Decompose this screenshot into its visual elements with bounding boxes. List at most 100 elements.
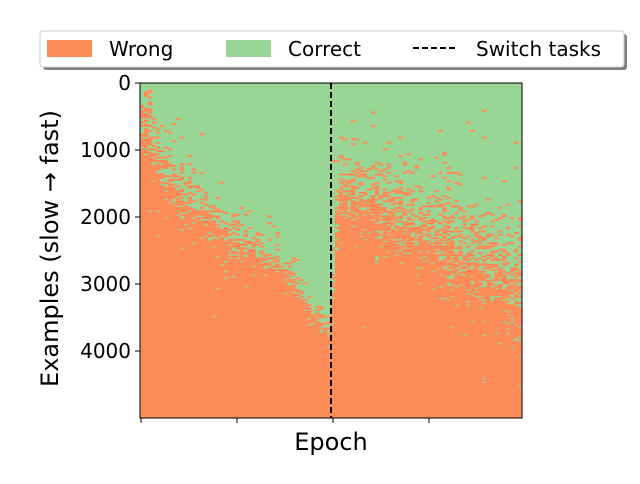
heatmap-cell-wrong: [140, 250, 145, 253]
heatmap-cell-wrong: [199, 329, 205, 332]
heatmap-cell-wrong: [223, 252, 228, 255]
heatmap-cell-wrong: [143, 247, 149, 250]
heatmap-cell-wrong: [215, 364, 220, 367]
heatmap-cell-wrong: [203, 211, 209, 215]
heatmap-cell-wrong: [227, 247, 232, 250]
heatmap-cell-wrong: [171, 228, 177, 231]
heatmap-cell-wrong: [171, 409, 177, 412]
heatmap-cell-wrong: [275, 391, 280, 394]
heatmap-cell-wrong: [143, 397, 149, 400]
heatmap-cell-wrong: [199, 228, 205, 231]
heatmap-cell-wrong: [179, 242, 185, 245]
heatmap-cell-wrong: [267, 416, 272, 419]
heatmap-cell-wrong: [231, 258, 236, 261]
heatmap-cell-wrong: [151, 295, 157, 298]
heatmap-cell-wrong: [147, 335, 153, 339]
heatmap-cell-wrong: [279, 314, 284, 317]
heatmap-cell-wrong: [147, 351, 153, 354]
heatmap-cell-wrong: [143, 156, 149, 159]
heatmap-cell-wrong: [155, 302, 161, 305]
heatmap-cell-wrong: [171, 255, 177, 258]
heatmap-cell-wrong: [251, 369, 256, 372]
heatmap-cell-wrong: [255, 369, 260, 372]
heatmap-cell-wrong: [140, 273, 145, 277]
heatmap-cell-wrong: [271, 327, 276, 330]
heatmap-cell-wrong: [147, 359, 153, 362]
heatmap-cell-wrong: [159, 185, 165, 188]
heatmap-cell-wrong: [211, 379, 217, 382]
heatmap-cell-wrong: [231, 344, 236, 347]
heatmap-cell-wrong: [155, 222, 161, 225]
heatmap-cell-wrong: [303, 414, 308, 417]
heatmap-cell-wrong: [283, 304, 288, 307]
heatmap-cell-wrong: [159, 160, 165, 163]
heatmap-cell-wrong: [171, 237, 177, 240]
heatmap-cell-wrong: [219, 382, 224, 385]
heatmap-cell-wrong: [215, 312, 220, 315]
heatmap-cell-wrong: [191, 278, 197, 282]
heatmap-cell-wrong: [171, 268, 177, 272]
heatmap-cell-wrong: [283, 290, 288, 293]
heatmap-cell-wrong: [303, 304, 308, 307]
heatmap-cell-wrong: [163, 228, 169, 231]
heatmap-cell-wrong: [239, 369, 244, 372]
heatmap-cell-wrong: [307, 332, 312, 335]
heatmap-cell-wrong: [151, 351, 157, 354]
heatmap-cell-wrong: [195, 211, 201, 215]
heatmap-cell-wrong: [187, 342, 193, 345]
heatmap-cell-wrong: [291, 357, 296, 360]
heatmap-cell-wrong: [140, 278, 145, 282]
heatmap-cell-wrong: [155, 351, 161, 354]
heatmap-cell-wrong: [151, 213, 157, 216]
heatmap-cell-wrong: [155, 203, 161, 206]
heatmap-cell-wrong: [231, 277, 236, 280]
heatmap-cell-wrong: [259, 245, 264, 248]
heatmap-cell-wrong: [155, 213, 161, 216]
heatmap-cell-wrong: [215, 297, 220, 300]
heatmap-cell-wrong: [287, 315, 292, 318]
heatmap-cell-wrong: [187, 284, 193, 287]
heatmap-cell-wrong: [159, 191, 165, 194]
heatmap-cell-wrong: [195, 257, 201, 260]
heatmap-cell-wrong: [195, 356, 201, 359]
heatmap-cell-wrong: [227, 329, 232, 332]
heatmap-cell-wrong: [163, 203, 169, 206]
heatmap-cell-wrong: [163, 345, 169, 349]
heatmap-cell-wrong: [203, 334, 209, 337]
heatmap-cell-wrong: [191, 327, 197, 330]
heatmap-cell-wrong: [163, 257, 169, 260]
heatmap-cell-wrong: [283, 345, 288, 349]
heatmap-cell-wrong: [147, 406, 153, 409]
heatmap-cell-wrong: [223, 272, 228, 275]
heatmap-cell-wrong: [155, 334, 161, 337]
heatmap-cell-wrong: [151, 262, 157, 265]
heatmap-cell-wrong: [179, 404, 185, 407]
heatmap-cell-wrong: [143, 309, 149, 312]
heatmap-cell-wrong: [155, 339, 161, 342]
heatmap-cell-wrong: [303, 376, 308, 379]
heatmap-cell-wrong: [279, 329, 284, 332]
heatmap-cell-wrong: [247, 411, 252, 414]
heatmap-cell-wrong: [143, 411, 149, 414]
heatmap-cell-wrong: [287, 272, 292, 275]
heatmap-cell-wrong: [147, 401, 153, 404]
heatmap-cell-wrong: [147, 320, 153, 323]
heatmap-cell-wrong: [143, 372, 149, 375]
heatmap-cell-wrong: [287, 289, 292, 292]
heatmap-cell-wrong: [239, 295, 244, 298]
heatmap-cell-wrong: [275, 351, 280, 354]
heatmap-cell-wrong: [283, 330, 288, 333]
heatmap-cell-wrong: [287, 300, 292, 303]
heatmap-cell-wrong: [275, 352, 280, 355]
heatmap-cell-wrong: [295, 392, 300, 395]
heatmap-cell-wrong: [223, 334, 228, 337]
heatmap-cell-wrong: [175, 185, 181, 188]
heatmap-cell-wrong: [243, 384, 248, 387]
heatmap-cell-wrong: [195, 347, 201, 350]
heatmap-cell-wrong: [251, 278, 256, 282]
heatmap-cell-wrong: [247, 369, 252, 372]
heatmap-cell-wrong: [259, 268, 264, 272]
heatmap-cell-wrong: [259, 344, 264, 347]
heatmap-cell-wrong: [223, 242, 228, 245]
heatmap-cell-wrong: [211, 382, 217, 385]
